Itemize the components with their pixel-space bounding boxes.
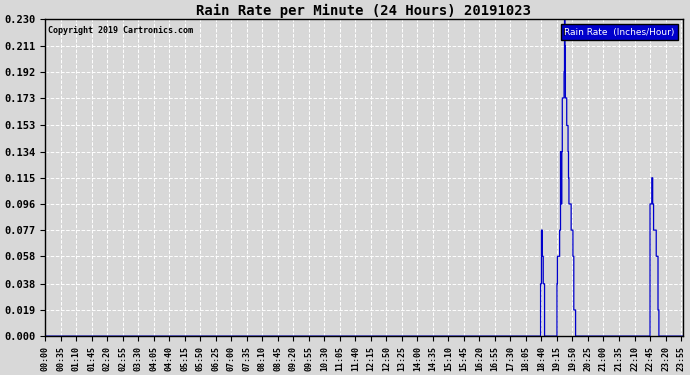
Text: Copyright 2019 Cartronics.com: Copyright 2019 Cartronics.com — [48, 26, 193, 35]
Title: Rain Rate per Minute (24 Hours) 20191023: Rain Rate per Minute (24 Hours) 20191023 — [197, 4, 531, 18]
Legend: Rain Rate  (Inches/Hour): Rain Rate (Inches/Hour) — [561, 24, 678, 40]
